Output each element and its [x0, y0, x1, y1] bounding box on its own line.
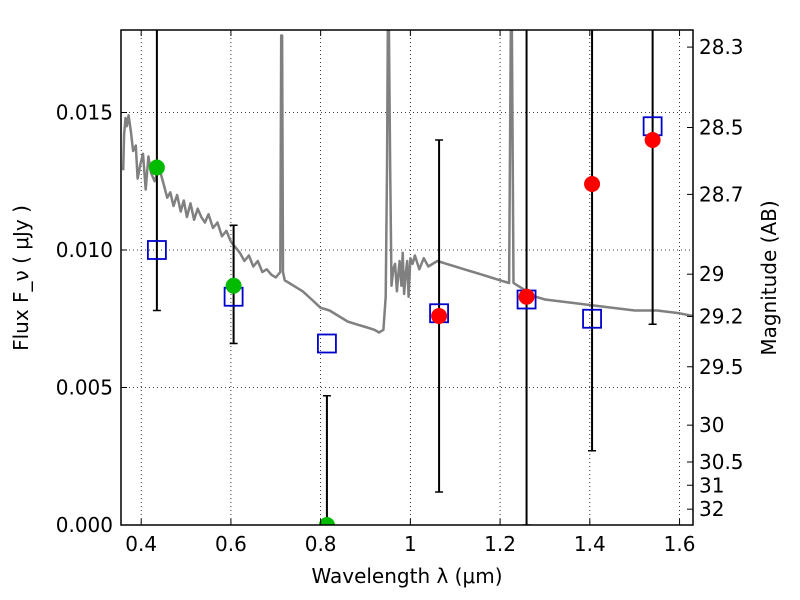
mag-tick-label: 28.5	[699, 116, 744, 140]
mag-tick-label: 29	[699, 262, 724, 286]
x-axis-title: Wavelength λ (μm)	[311, 564, 502, 588]
model-photometry-square	[582, 308, 602, 329]
red-point	[518, 288, 535, 305]
x-tick-label: 1.4	[574, 532, 606, 556]
mag-tick-label: 31	[699, 473, 724, 497]
mag-tick-label: 32	[699, 497, 724, 521]
y-axis-title: Flux F_ν ( μJy )	[9, 205, 33, 351]
mag-tick-label: 28.3	[699, 35, 744, 59]
y-tick-label: 0.015	[56, 101, 113, 125]
red-point	[431, 308, 448, 324]
model-sed-line	[121, 30, 693, 334]
data-series	[121, 30, 693, 525]
x-tick-label: 1.6	[664, 532, 696, 556]
mag-tick-label: 30	[699, 413, 724, 437]
plot-frame	[120, 29, 694, 526]
x-tick-label: 0.8	[305, 532, 337, 556]
x-tick-label: 1	[404, 532, 417, 556]
green-point	[225, 277, 242, 294]
model-photometry-square	[146, 240, 167, 260]
axes-ticks: 0.4 0.6 0.8 1 1.2 1.4 1.6 0.000 0.005 0.010 0.015 2…	[56, 30, 744, 556]
green-point	[148, 159, 165, 176]
y-tick-label: 0.010	[56, 238, 113, 262]
y-tick-label: 0.005	[56, 376, 113, 400]
green-point	[318, 517, 335, 525]
model-photometry-square	[317, 333, 337, 354]
mag-tick-label: 28.7	[699, 182, 744, 206]
x-tick-label: 0.4	[125, 532, 157, 556]
mag-tick-label: 30.5	[699, 450, 744, 474]
y-axis-right-title: Magnitude (AB)	[757, 200, 781, 355]
y-tick-label: 0.000	[56, 513, 113, 537]
x-tick-label: 0.6	[215, 532, 247, 556]
x-tick-label: 1.2	[484, 532, 516, 556]
red-point	[644, 132, 661, 148]
mag-tick-label: 29.2	[699, 304, 744, 328]
red-point	[584, 176, 601, 192]
mag-tick-label: 29.5	[699, 355, 744, 379]
